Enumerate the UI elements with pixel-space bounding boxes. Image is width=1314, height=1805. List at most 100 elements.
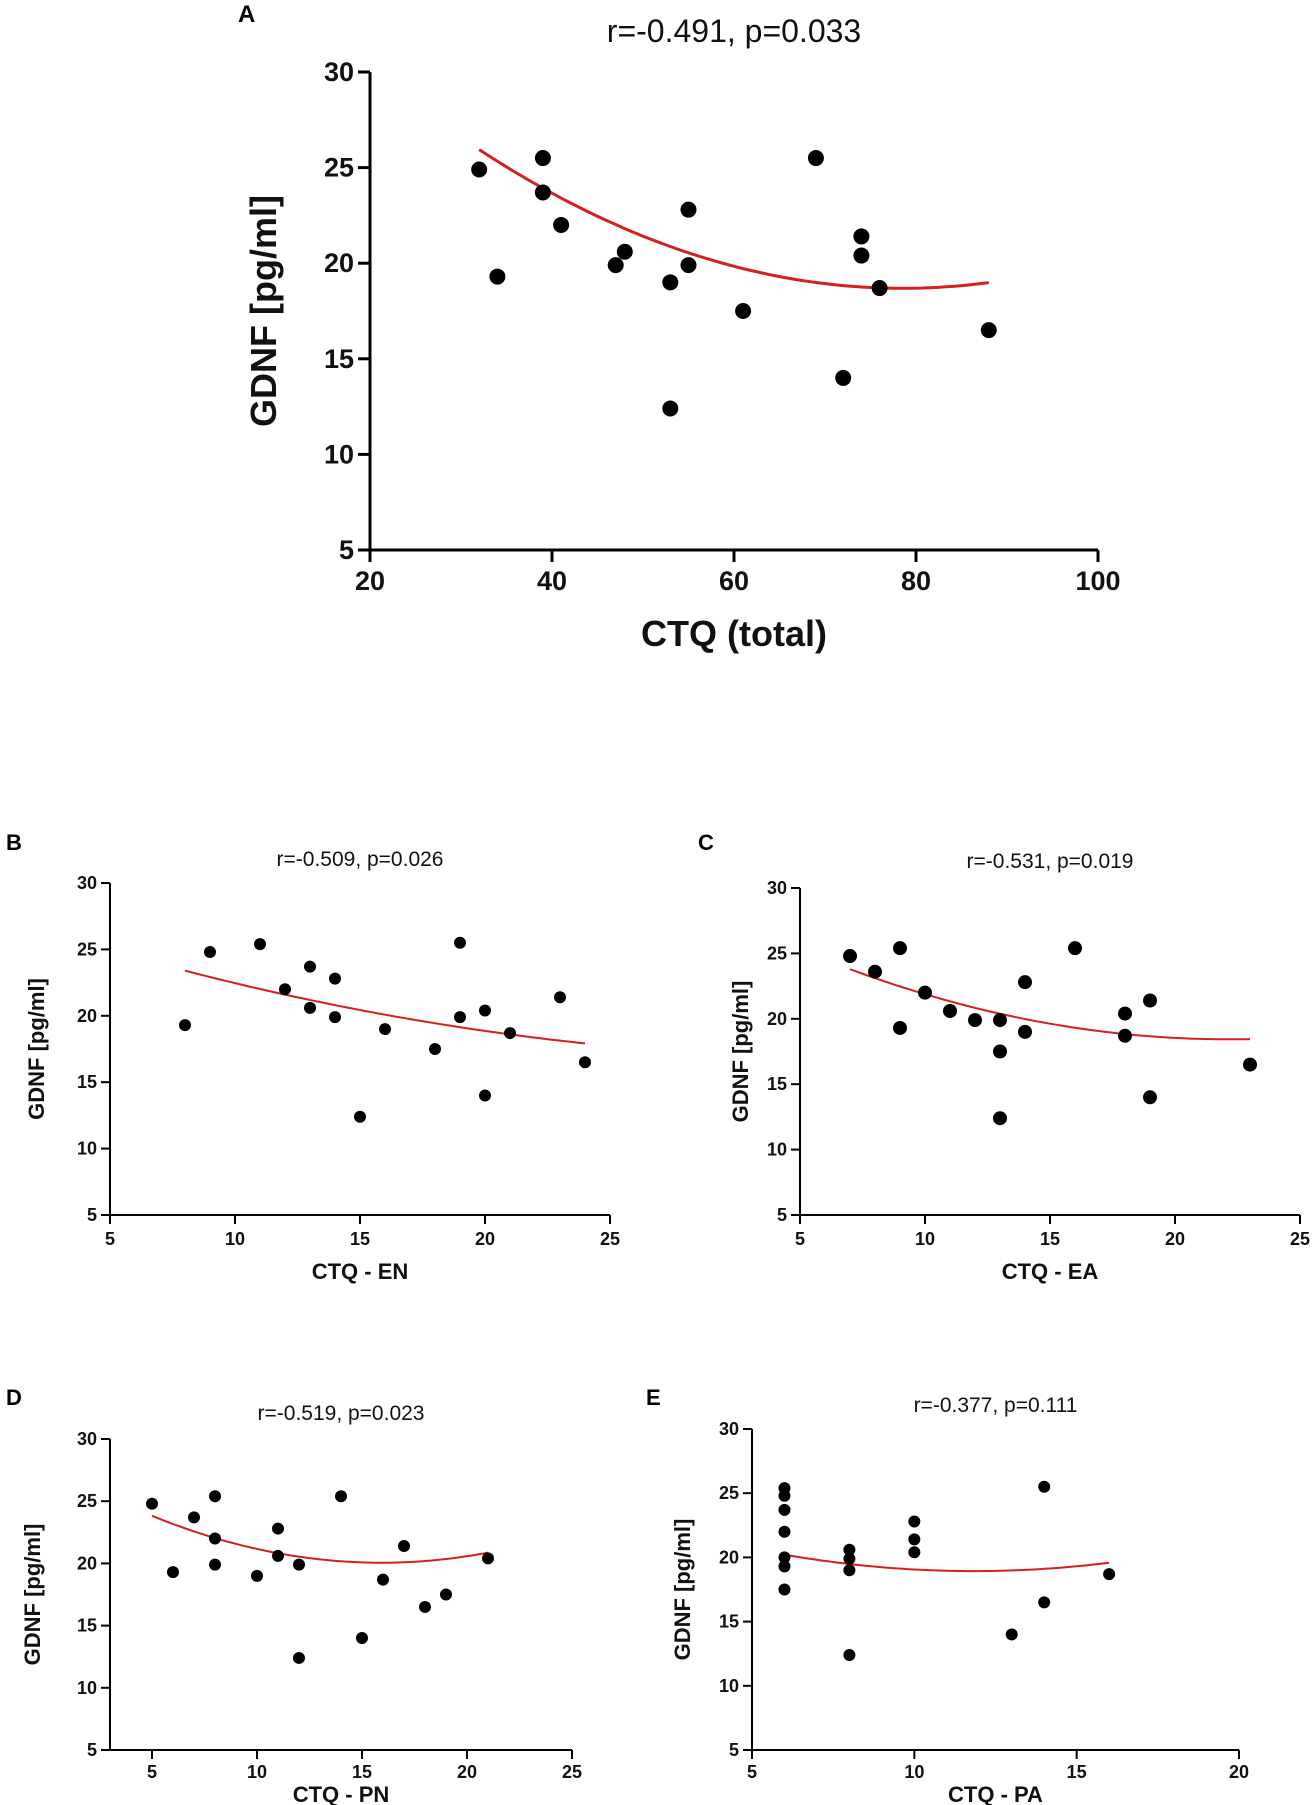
data-point (188, 1511, 200, 1524)
x-axis-label: CTQ - PA (948, 1782, 1043, 1805)
x-tick-label: 60 (719, 566, 749, 596)
panel-letter: D (6, 1385, 22, 1410)
data-point (471, 161, 488, 178)
y-tick-label: 10 (77, 1678, 97, 1698)
data-point (209, 1532, 221, 1545)
data-point (179, 1019, 191, 1032)
data-point (943, 1003, 957, 1018)
data-point (251, 1569, 263, 1582)
data-point (482, 1552, 494, 1565)
data-point (579, 1056, 591, 1069)
data-point (993, 1111, 1007, 1126)
data-point (1038, 1480, 1051, 1493)
data-point (254, 938, 266, 951)
data-point (293, 1651, 305, 1664)
data-point (1118, 1028, 1132, 1043)
y-tick-label: 25 (77, 939, 97, 959)
data-point (843, 1552, 856, 1565)
data-point (1038, 1596, 1051, 1609)
x-tick-label: 15 (1040, 1229, 1060, 1249)
y-axis-label: GDNF [pg/ml] (20, 1524, 45, 1666)
data-point (853, 228, 870, 245)
data-point (377, 1573, 389, 1586)
data-point (479, 1089, 491, 1102)
fit-curve (478, 148, 989, 290)
x-tick-label: 5 (795, 1229, 805, 1249)
chart-title: r=-0.531, p=0.019 (967, 850, 1134, 873)
data-point (1118, 1006, 1132, 1021)
data-point (554, 991, 566, 1004)
chart-title: r=-0.377, p=0.111 (914, 1394, 1078, 1417)
fit-curve (784, 1553, 1110, 1573)
data-point (279, 983, 291, 996)
x-tick-label: 20 (1165, 1229, 1185, 1249)
data-point (553, 216, 570, 233)
data-point (680, 201, 697, 218)
y-axis-label: GDNF [pg/ml] (243, 195, 284, 427)
y-tick-label: 30 (767, 878, 787, 898)
y-tick-label: 20 (77, 1553, 97, 1573)
data-point (871, 280, 888, 297)
data-point (778, 1503, 791, 1516)
y-tick-label: 25 (767, 943, 787, 963)
y-tick-label: 15 (719, 1612, 739, 1632)
x-tick-label: 5 (747, 1762, 757, 1782)
data-point (1018, 1024, 1032, 1039)
data-point (778, 1551, 791, 1564)
data-point (429, 1043, 441, 1055)
y-tick-label: 30 (77, 1429, 97, 1449)
data-point (1068, 941, 1082, 956)
y-tick-label: 10 (719, 1676, 739, 1696)
data-point (479, 1004, 491, 1017)
data-point (204, 946, 216, 959)
panel-letter: B (6, 830, 22, 855)
data-point (968, 1013, 982, 1028)
x-axis-label: CTQ (total) (641, 613, 827, 654)
x-axis-label: CTQ - PN (293, 1782, 390, 1805)
y-axis-label: GDNF [pg/ml] (24, 978, 49, 1120)
x-axis-label: CTQ - EA (1002, 1259, 1099, 1284)
y-tick-label: 5 (87, 1205, 97, 1225)
panel-letter: C (698, 830, 714, 855)
data-point (329, 1011, 341, 1024)
fit-curve (849, 968, 1251, 1041)
data-point (1243, 1057, 1257, 1072)
x-tick-label: 10 (904, 1762, 924, 1782)
data-point (379, 1023, 391, 1036)
data-point (1143, 993, 1157, 1008)
data-point (993, 1044, 1007, 1059)
data-point (607, 257, 624, 274)
chart-title: r=-0.509, p=0.026 (277, 848, 444, 871)
x-axis-label: CTQ - EN (312, 1259, 409, 1284)
x-tick-label: 25 (600, 1229, 620, 1249)
x-tick-label: 15 (1067, 1762, 1087, 1782)
y-tick-label: 30 (77, 873, 97, 893)
panel-letter: E (646, 1385, 661, 1410)
data-point (662, 400, 679, 417)
y-tick-label: 10 (324, 439, 354, 469)
x-tick-label: 20 (355, 566, 385, 596)
y-tick-label: 15 (324, 344, 354, 374)
data-point (853, 247, 870, 264)
data-point (534, 184, 551, 201)
y-tick-label: 10 (767, 1140, 787, 1160)
data-point (440, 1588, 452, 1601)
y-tick-label: 5 (339, 535, 354, 565)
data-point (778, 1560, 791, 1573)
data-point (662, 274, 679, 291)
x-tick-label: 5 (147, 1762, 157, 1782)
data-point (993, 1013, 1007, 1028)
data-point (356, 1632, 368, 1645)
panel-d: Dr=-0.519, p=0.023 5 10 15 20 25 5 10 15 20 25 30 CT… (6, 1385, 582, 1805)
data-point (209, 1490, 221, 1503)
data-point (304, 1001, 316, 1014)
y-tick-label: 20 (767, 1009, 787, 1029)
x-tick-label: 10 (915, 1229, 935, 1249)
data-point (680, 257, 697, 274)
y-axis-label: GDNF [pg/ml] (670, 1519, 695, 1661)
data-point (908, 1546, 921, 1559)
data-point (843, 1564, 856, 1577)
data-point (918, 985, 932, 1000)
data-point (1143, 1090, 1157, 1105)
